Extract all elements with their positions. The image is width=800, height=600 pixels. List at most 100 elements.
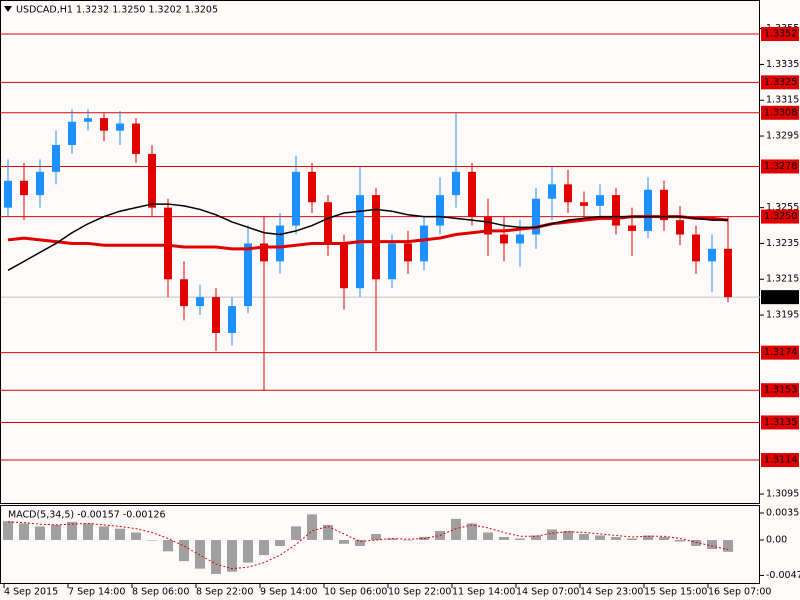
- level-box: [761, 159, 799, 174]
- candle-body: [564, 184, 572, 203]
- macd-bar: [3, 521, 13, 541]
- macd-bar: [131, 532, 141, 541]
- candle-body: [516, 234, 524, 244]
- x-tick-label: 7 Sep 14:00: [68, 587, 125, 598]
- macd-bar: [147, 540, 157, 541]
- macd-bar: [483, 532, 493, 541]
- candle-body: [228, 306, 236, 333]
- x-tick-label: 9 Sep 14:00: [260, 587, 317, 598]
- level-label: 1.3114: [764, 455, 797, 466]
- x-tick-label: 14 Sep 07:00: [516, 587, 579, 598]
- macd-bar: [371, 533, 381, 541]
- x-tick-label: 10 Sep 06:00: [324, 587, 387, 598]
- level-label: 1.3135: [764, 417, 797, 428]
- macd-bar: [387, 538, 397, 541]
- macd-bar: [451, 518, 461, 541]
- candle-body: [148, 153, 156, 208]
- macd-bar: [579, 533, 589, 541]
- candle-body: [532, 198, 540, 235]
- candle-body: [20, 180, 28, 196]
- y-tick-label: 0.00358: [766, 507, 800, 518]
- y-tick-label: 1.3235: [766, 238, 799, 249]
- y-tick-label: 1.3095: [766, 489, 799, 500]
- macd-bar: [99, 526, 109, 541]
- level-box: [761, 75, 799, 90]
- last-price-label: 1.3205: [764, 292, 797, 303]
- macd-bar: [291, 526, 301, 541]
- macd-bar: [611, 536, 621, 541]
- candle-body: [52, 144, 60, 172]
- chart-title: USDCAD,H1 1.3232 1.3250 1.3202 1.3205: [16, 5, 218, 16]
- level-label: 1.3278: [764, 161, 797, 172]
- level-box: [761, 415, 799, 430]
- candle-body: [36, 171, 44, 196]
- main-panel: [0, 0, 760, 504]
- signal-line: [7, 521, 729, 570]
- candle-body: [292, 171, 300, 226]
- x-tick-label: 11 Sep 14:00: [452, 587, 515, 598]
- menu-arrow: [4, 6, 12, 12]
- macd-bar: [691, 540, 701, 547]
- macd-bar: [627, 538, 637, 541]
- level-box: [761, 345, 799, 360]
- macd-bar: [35, 526, 45, 541]
- y-tick-label: 1.3195: [766, 310, 799, 321]
- macd-bar: [643, 535, 653, 541]
- macd-bar: [19, 523, 29, 541]
- candle-body: [612, 195, 620, 226]
- moving-average: [7, 215, 729, 251]
- candle-body: [308, 171, 316, 203]
- candle-body: [404, 243, 412, 262]
- x-tick-label: 16 Sep 07:00: [708, 587, 771, 598]
- macd-bar: [67, 521, 77, 541]
- macd-bar: [339, 540, 349, 544]
- macd-bar: [259, 540, 269, 556]
- macd-bar: [83, 523, 93, 541]
- macd-bar: [499, 536, 509, 541]
- x-tick-label: 8 Sep 22:00: [196, 587, 253, 598]
- candle-body: [372, 195, 380, 280]
- y-tick-label: 1.3335: [766, 59, 799, 70]
- candle-body: [420, 225, 428, 262]
- marks: 1.33551.33351.33151.32951.32551.32351.32…: [1, 23, 800, 598]
- candle-body: [68, 121, 76, 145]
- y-tick-label: 1.3255: [766, 202, 799, 213]
- candle-body: [548, 184, 556, 199]
- level-label: 1.3308: [764, 107, 797, 118]
- candle-body: [692, 234, 700, 262]
- macd-bar: [355, 540, 365, 547]
- macd-panel: [0, 505, 760, 584]
- candle-body: [180, 279, 188, 307]
- y-tick-label: 0.00: [766, 535, 787, 546]
- macd-bar: [243, 540, 253, 563]
- level-box: [761, 453, 799, 468]
- macd-bar: [227, 540, 237, 572]
- candle-body: [212, 297, 220, 333]
- macd-bar: [563, 530, 573, 541]
- macd-bar: [179, 540, 189, 562]
- macd-bar: [115, 528, 125, 541]
- macd-bar: [595, 535, 605, 541]
- candle-body: [340, 243, 348, 289]
- macd-bar: [51, 524, 61, 541]
- macd-bar: [403, 540, 413, 541]
- y-tick-label: -0.0047: [766, 570, 800, 581]
- candle-body: [676, 220, 684, 235]
- level-box: [761, 209, 799, 224]
- candle-body: [468, 171, 476, 217]
- candle-body: [628, 225, 636, 231]
- candle-body: [164, 207, 172, 280]
- candle-body: [724, 248, 732, 298]
- macd-bar: [707, 540, 717, 550]
- macd-bar: [419, 536, 429, 541]
- last-price-box: [761, 290, 799, 305]
- candle-body: [196, 297, 204, 307]
- macd-bar: [723, 540, 733, 552]
- candle-body: [116, 123, 124, 131]
- macd-bar: [675, 540, 685, 542]
- candle-body: [708, 248, 716, 262]
- macd-title: MACD(5,34,5) -0.00157 -0.00126: [8, 510, 166, 521]
- y-tick-label: 1.3295: [766, 131, 799, 142]
